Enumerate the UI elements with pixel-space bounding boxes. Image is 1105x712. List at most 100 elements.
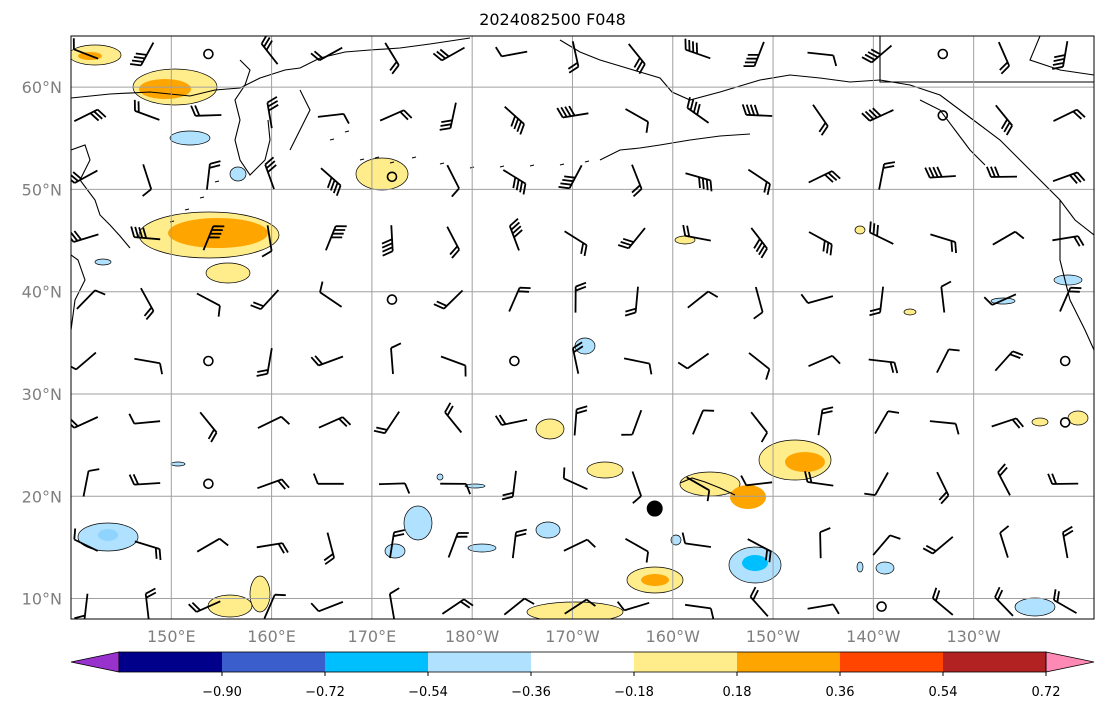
wind-barb [986,166,1018,178]
coastline [234,59,271,176]
wind-barb [558,164,583,190]
wind-barb [263,593,286,619]
island-chain [169,220,175,223]
wind-barb [74,593,89,619]
wind-barb [750,227,768,259]
wind-barb [446,226,460,259]
wind-barb [202,225,225,251]
wind-barb [922,536,954,555]
wind-barb [749,586,769,617]
wind-barb [323,532,335,565]
wind-barb [808,231,833,256]
wind-barb [312,473,344,485]
positive-anomaly-area [355,157,409,191]
wind-barb [389,529,405,559]
wind-barb [631,471,642,504]
wind-barb [684,38,711,60]
wind-barb [997,463,1011,496]
wind-barb [144,587,157,619]
colorbar-tick-label: −0.90 [202,685,242,700]
wind-barb [995,104,1013,136]
wind-barb [76,289,106,310]
colorbar-tick-label: 0.36 [826,685,855,700]
lon-tick-label: 170°E [348,627,397,646]
wind-barb [1053,108,1086,122]
colorbar-frame [118,651,1047,673]
wind-barb [874,410,900,435]
lon-tick-label: 160°E [247,627,296,646]
wind-barb [72,38,99,60]
wind-barb [753,286,764,320]
wind-barb [747,168,771,195]
wind-barb [627,43,646,75]
coastline [71,37,471,99]
wind-barb [1047,473,1079,485]
wind-barb [747,538,772,563]
island-chain [329,138,335,141]
negative-anomaly-area [169,130,211,146]
wind-barb [930,233,957,254]
coastline [879,36,1094,83]
wind-barb [257,415,291,429]
wind-barb [936,471,950,505]
wind-barb [631,164,643,198]
wind-barb [625,108,649,133]
wind-barb [129,42,155,67]
colorbar-segment [840,652,944,672]
calm-wind-marker [876,601,887,612]
wind-barb [563,538,596,552]
lon-tick-label: 140°W [846,627,901,646]
wind-barb [508,218,523,251]
anomaly-fields [71,44,1089,619]
calm-wind-marker [1059,355,1071,367]
wind-barb [574,281,587,313]
colorbar-segment [325,652,429,672]
calm-wind-marker [203,48,214,60]
wind-barb [808,354,841,368]
coastline [289,89,311,151]
wind-barb [142,164,153,197]
coastline [919,99,986,166]
wind-barb [128,413,161,425]
island-chain [439,162,445,165]
lon-tick-label: 150°W [746,627,801,646]
lon-tick-label: 180°W [445,627,500,646]
lat-tick-label: 60°N [22,78,62,97]
wind-barb [878,161,896,190]
wind-barb [71,230,99,243]
colorbar-segment [428,652,532,672]
wind-barb [681,532,712,548]
negative-anomaly-area [94,258,112,266]
wind-barb [686,476,711,502]
island-chain [584,160,590,163]
wind-barb [999,525,1010,558]
wind-barb [684,603,715,619]
wind-barb [508,286,531,312]
wind-barb [73,528,99,552]
wind-barb [819,527,831,559]
coastline [71,144,131,249]
wind-barb [381,225,394,257]
wind-barb [931,587,954,616]
wind-barb [800,293,834,304]
wind-barb [257,478,290,490]
colorbar: −0.90 −0.72 −0.54 −0.36 −0.18 0.18 0.36 0.54 0.7… [70,651,1095,700]
wind-barb [929,420,960,435]
wind-barb [564,230,588,257]
lon-tick-label: 150°E [147,627,196,646]
wind-barb [556,105,589,119]
wind-barb [256,348,273,377]
positive-anomaly-area [903,308,917,316]
wind-barb [743,41,765,67]
strong-positive-anomaly-area [139,79,191,99]
wind-barb [444,402,463,434]
wind-barb [319,281,343,308]
wind-barb [1052,235,1085,247]
wind-barb [511,528,527,559]
wind-barb [130,226,161,241]
colorbar-segment [737,652,841,672]
negative-anomaly-area [1053,274,1083,286]
island-chain [499,165,505,168]
wind-barb [378,482,411,494]
lat-tick-label: 40°N [22,283,62,302]
